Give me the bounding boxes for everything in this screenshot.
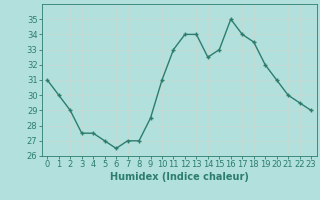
X-axis label: Humidex (Indice chaleur): Humidex (Indice chaleur) — [110, 172, 249, 182]
